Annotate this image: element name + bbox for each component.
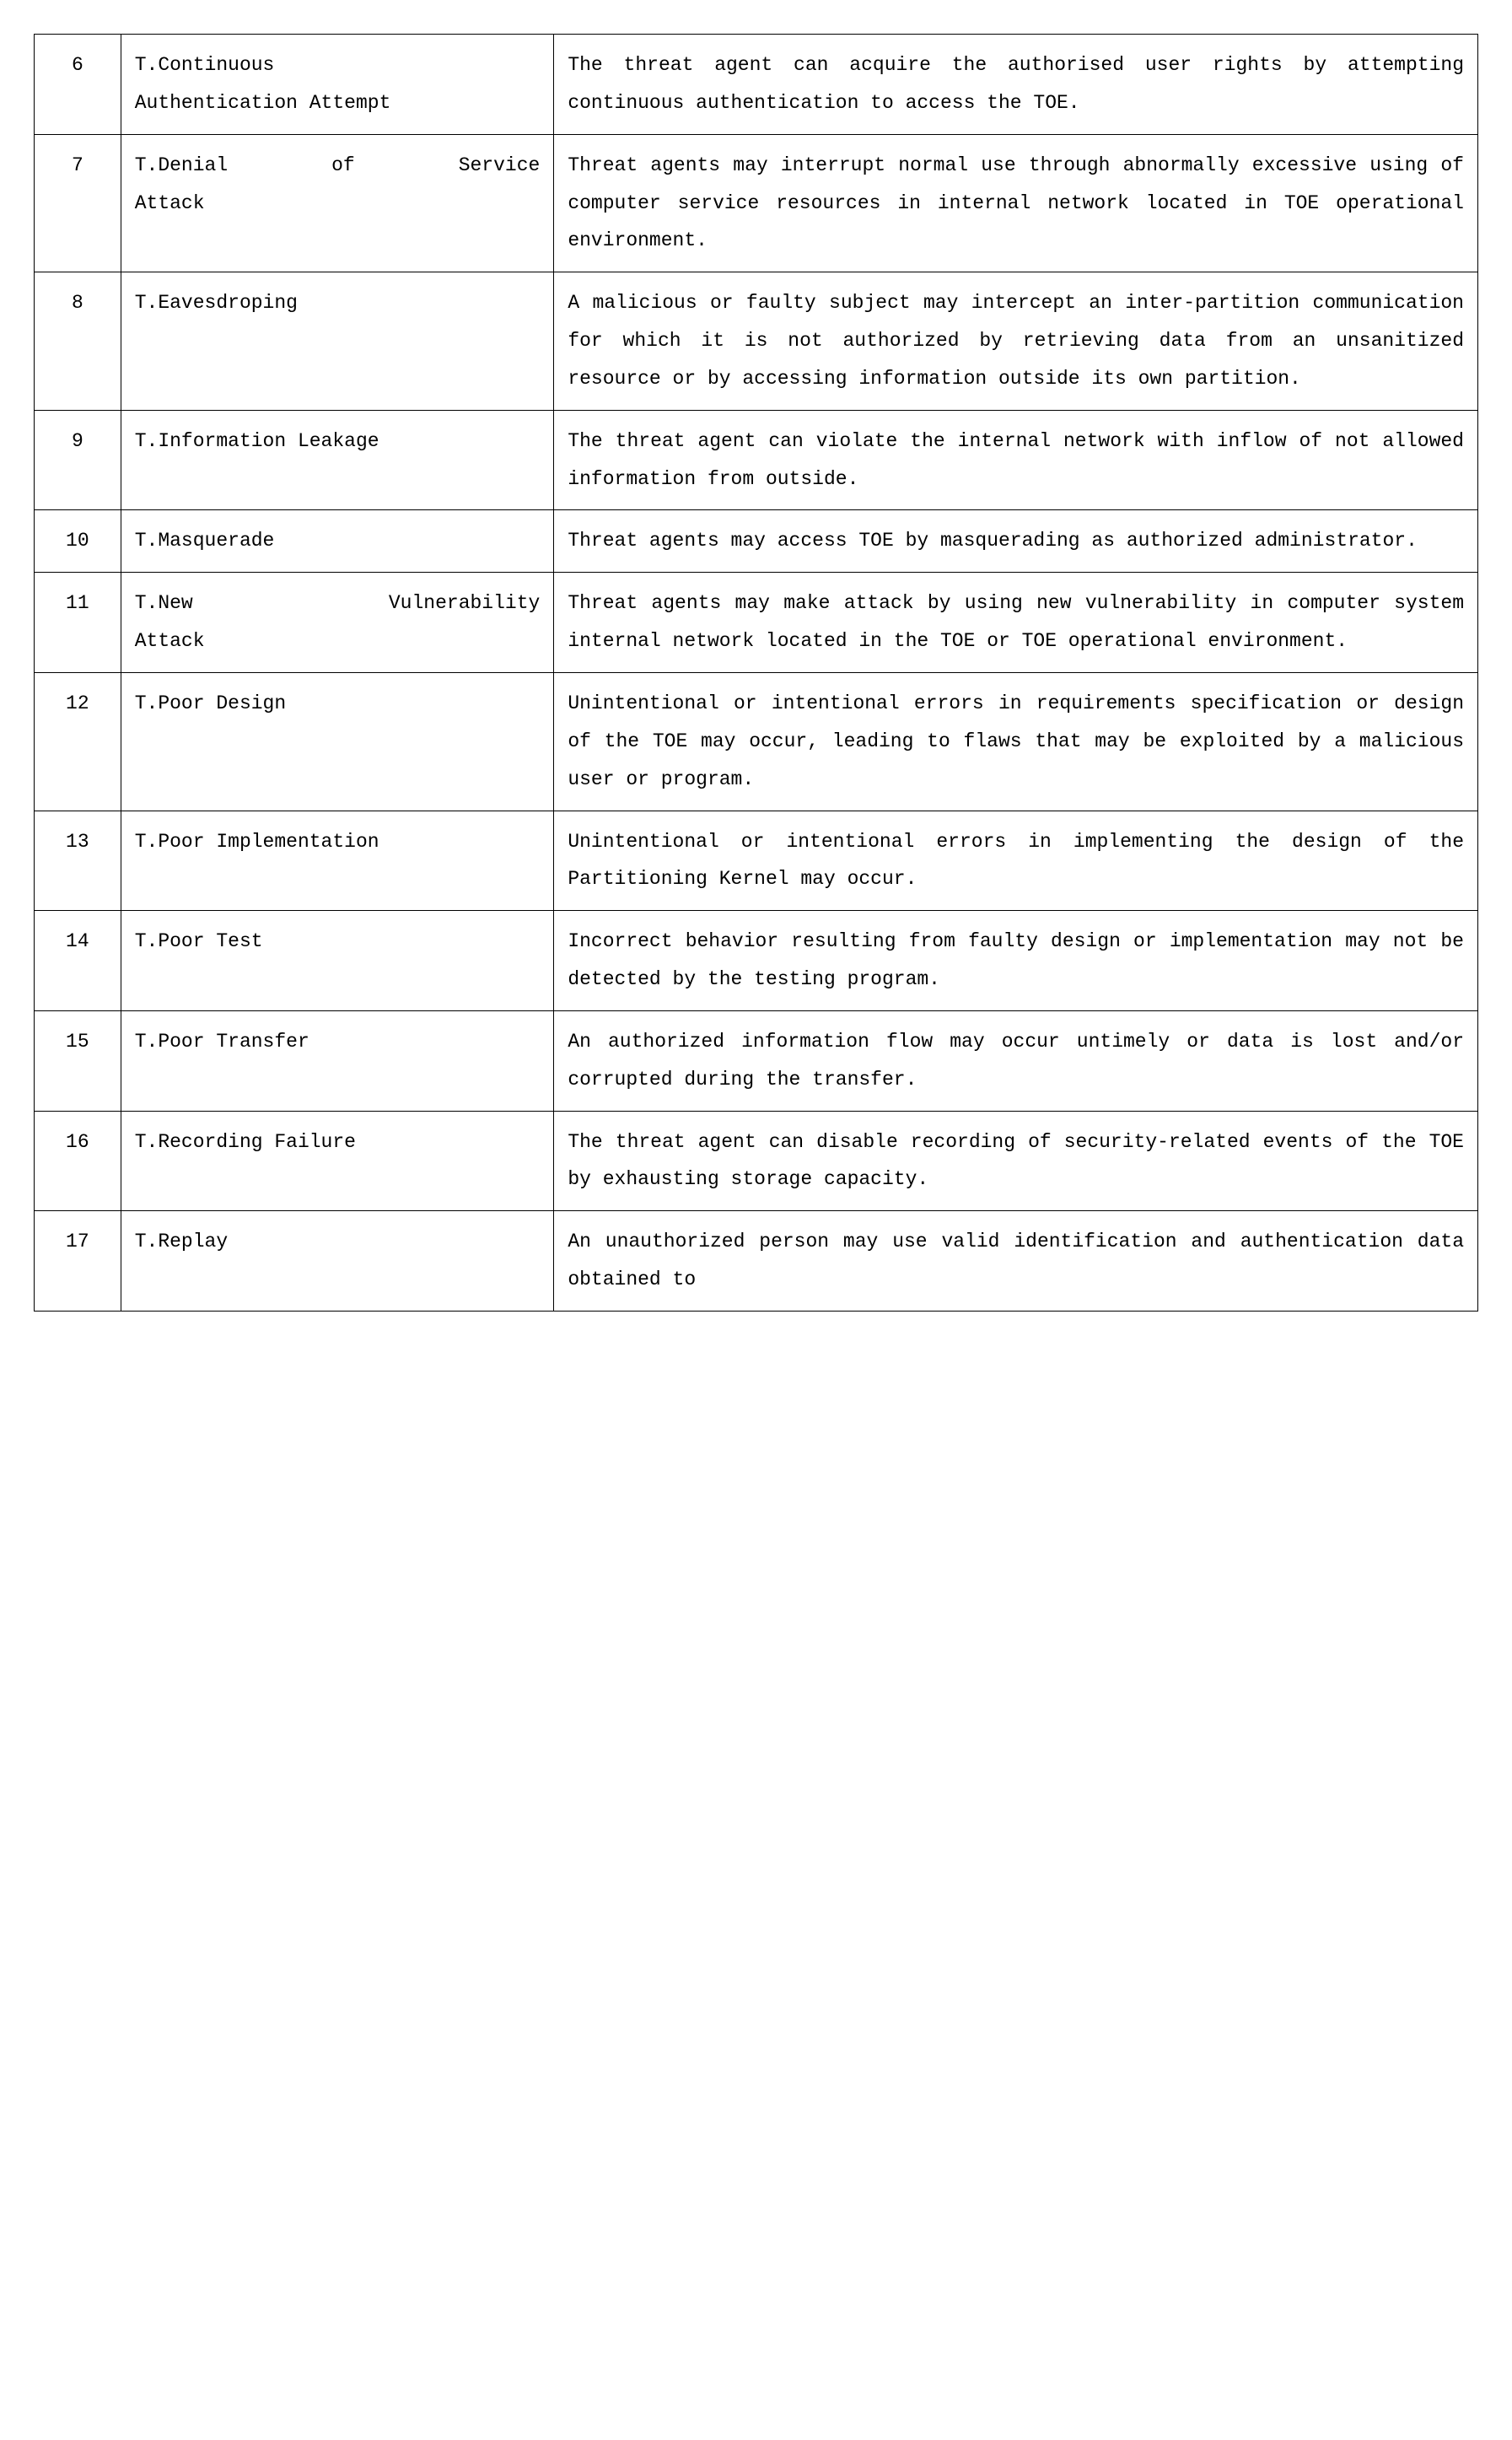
threat-number: 10 [35,510,121,573]
threat-description: Unintentional or intentional errors in r… [554,672,1478,811]
threat-name-line2: Attack [135,622,541,660]
threat-name: T.Denial of ServiceAttack [121,134,554,272]
table-row: 12 T.Poor Design Unintentional or intentio… [35,672,1478,811]
threat-name-line1: T.Poor Implementation [135,823,541,861]
threat-name-line1: T.Information Leakage [135,423,541,461]
table-row: 6T.ContinuousAuthentication AttemptThe t… [35,35,1478,135]
threat-number: 15 [35,1010,121,1111]
threat-name-line1: T.Poor Test [135,923,541,961]
threats-table-body: 6T.ContinuousAuthentication AttemptThe t… [35,35,1478,1312]
threat-name: T.Replay [121,1211,554,1312]
threat-number: 7 [35,134,121,272]
threat-name-line1: T.Recording Failure [135,1123,541,1161]
threat-number: 6 [35,35,121,135]
threat-description: An authorized information flow may occur… [554,1010,1478,1111]
threat-description: An unauthorized person may use valid ide… [554,1211,1478,1312]
table-row: 13 T.Poor Implementation Unintentional or … [35,811,1478,911]
threats-table: 6T.ContinuousAuthentication AttemptThe t… [34,34,1478,1312]
table-row: 11T.New VulnerabilityAttackThreat agents… [35,573,1478,673]
table-row: 17 T.Replay An unauthorized person may use… [35,1211,1478,1312]
threat-number: 16 [35,1111,121,1211]
table-row: 16 T.Recording Failure The threat agent ca… [35,1111,1478,1211]
threat-name: T.Masquerade [121,510,554,573]
threat-number: 8 [35,272,121,411]
threat-description: Threat agents may make attack by using n… [554,573,1478,673]
threat-name-line1: T.Poor Transfer [135,1023,541,1061]
threat-description: Incorrect behavior resulting from faulty… [554,911,1478,1011]
threat-name: T.Recording Failure [121,1111,554,1211]
threat-name: T.New VulnerabilityAttack [121,573,554,673]
threat-number: 12 [35,672,121,811]
table-row: 10 T.Masquerade Threat agents may access T… [35,510,1478,573]
threat-description: A malicious or faulty subject may interc… [554,272,1478,411]
threat-name-line1: T.Denial of Service [135,147,541,185]
threat-name: T.Information Leakage [121,410,554,510]
threat-description: The threat agent can disable recording o… [554,1111,1478,1211]
table-row: 9 T.Information Leakage The threat agent c… [35,410,1478,510]
table-row: 8 T.Eavesdroping A malicious or faulty sub… [35,272,1478,411]
table-row: 15 T.Poor Transfer An authorized informati… [35,1010,1478,1111]
threat-description: Threat agents may access TOE by masquera… [554,510,1478,573]
threat-name-line2: Authentication Attempt [135,84,541,122]
threat-name: T.Poor Implementation [121,811,554,911]
threat-name-line1: T.Continuous [135,46,541,84]
threat-number: 9 [35,410,121,510]
threat-name: T.Poor Design [121,672,554,811]
threat-description: The threat agent can acquire the authori… [554,35,1478,135]
table-row: 7T.Denial of ServiceAttackThreat agents … [35,134,1478,272]
threat-name-line1: T.Masquerade [135,522,541,560]
threat-number: 17 [35,1211,121,1312]
threat-number: 13 [35,811,121,911]
threat-name: T.Poor Test [121,911,554,1011]
threat-description: Unintentional or intentional errors in i… [554,811,1478,911]
threat-name: T.Eavesdroping [121,272,554,411]
threat-number: 11 [35,573,121,673]
threat-name: T.Poor Transfer [121,1010,554,1111]
threat-name-line1: T.New Vulnerability [135,584,541,622]
threat-name-line2: Attack [135,185,541,223]
threat-name-line1: T.Poor Design [135,685,541,723]
threat-name-line1: T.Replay [135,1223,541,1261]
table-row: 14 T.Poor Test Incorrect behavior resultin… [35,911,1478,1011]
threat-description: Threat agents may interrupt normal use t… [554,134,1478,272]
threat-name-line1: T.Eavesdroping [135,284,541,322]
threat-description: The threat agent can violate the interna… [554,410,1478,510]
threat-name: T.ContinuousAuthentication Attempt [121,35,554,135]
threat-number: 14 [35,911,121,1011]
